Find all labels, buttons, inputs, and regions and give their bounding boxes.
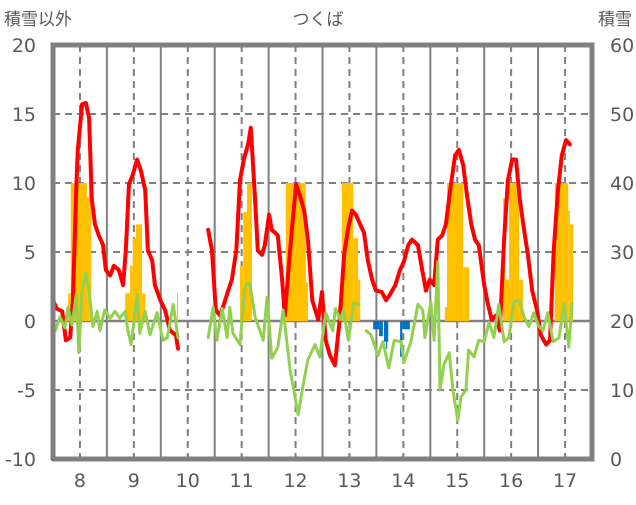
plot-border [50,42,595,462]
left-y-tick-label: -10 [5,449,36,471]
orange-bar [508,183,520,321]
x-tick-label: 17 [553,470,577,492]
orange-bar [341,183,354,321]
left-y-tick-label: 20 [12,35,36,57]
orange-bar [130,265,133,321]
orange-bar [447,183,464,321]
blue-bar [373,321,380,330]
x-tick-label: 14 [391,470,415,492]
left-axis-label: 積雪以外 [4,10,72,30]
orange-bar [358,279,361,321]
blue-bar [402,321,410,330]
orange-bar [86,196,90,321]
bars [68,183,574,357]
right-y-tick-label: 50 [610,104,634,126]
x-tick-label: 13 [337,470,361,492]
orange-bar [568,210,570,321]
right-y-tick-label: 0 [610,449,622,471]
right-y-tick-label: 60 [610,35,634,57]
orange-bar [444,307,448,321]
x-tick-label: 15 [445,470,469,492]
orange-bar [554,183,569,321]
orange-bar [305,282,308,321]
blue-bar [400,321,403,357]
orange-bar [141,293,146,321]
orange-bar [132,238,137,321]
x-tick-label: 16 [499,470,523,492]
tick-labels: 8 9 10 11 12 13 14 15 16 1720151050-5-10605040302… [5,35,634,492]
chart-title: つくば [293,10,344,30]
blue-bar [379,321,383,337]
blue-bar [386,321,388,349]
x-tick-label: 9 [128,470,140,492]
orange-bar [240,265,244,321]
orange-bar [89,183,92,321]
green-line [53,260,574,422]
right-y-tick-label: 20 [610,311,634,333]
orange-bar [136,224,142,321]
left-y-tick-label: 15 [12,104,36,126]
orange-bar [353,238,359,321]
right-y-tick-label: 40 [610,173,634,195]
left-y-tick-label: 0 [24,311,36,333]
orange-bar [247,183,252,321]
left-y-tick-label: 5 [24,242,36,264]
orange-bar [243,211,248,321]
orange-bar [569,224,574,321]
orange-bar [463,267,470,321]
left-y-tick-label: 10 [12,173,36,195]
orange-bar [519,279,524,321]
orange-bar [505,279,509,321]
red-line [51,101,572,368]
x-tick-label: 12 [283,470,307,492]
plot-frame [50,42,595,462]
orange-bar [125,293,131,321]
x-tick-label: 10 [176,470,200,492]
right-y-tick-label: 10 [610,380,634,402]
orange-bar [285,183,306,321]
left-y-tick-label: -5 [17,380,36,402]
orange-bar [176,293,179,321]
right-axis-label: 積雪 [598,10,632,30]
right-y-tick-label: 30 [610,242,634,264]
x-tick-label: 8 [74,470,86,492]
x-tick-label: 11 [230,470,254,492]
